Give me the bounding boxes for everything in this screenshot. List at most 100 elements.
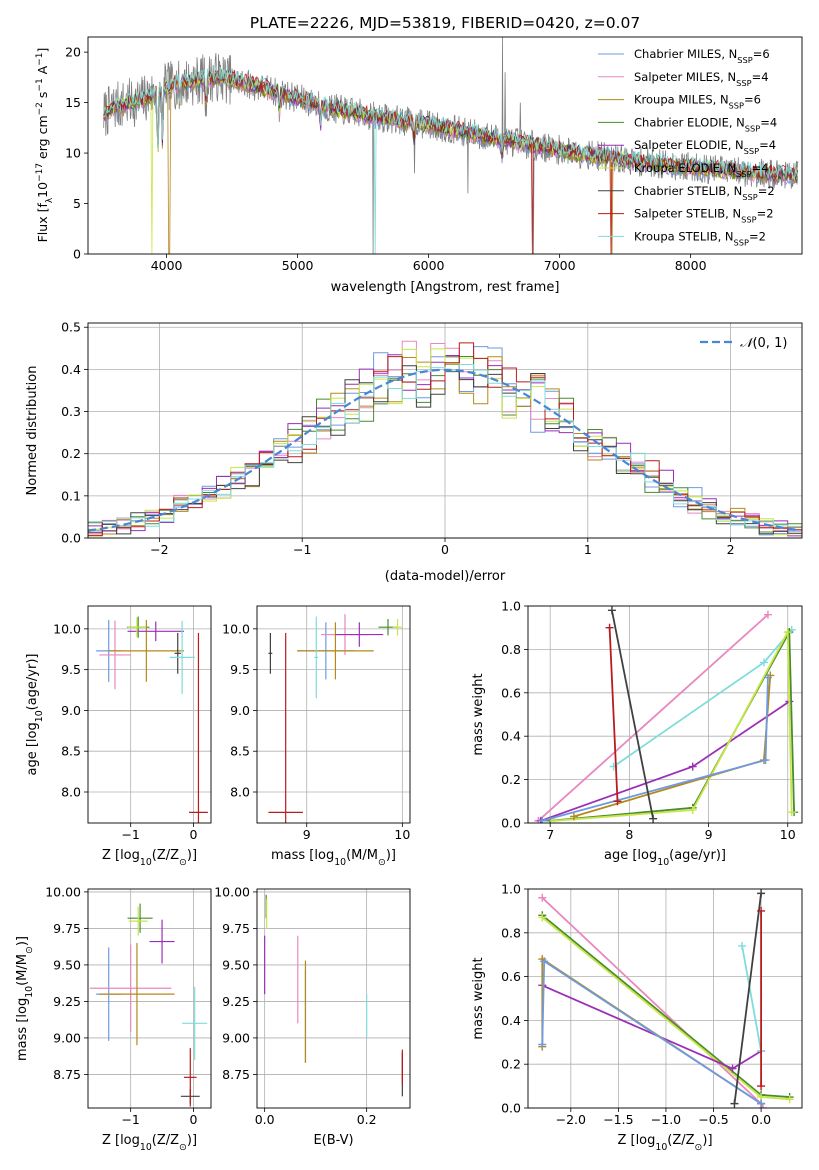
y-axis-label-part: 10 (35, 182, 50, 198)
errorbar-point-8 (182, 986, 208, 1060)
errorbar-point-4 (149, 919, 175, 964)
x-axis-label-part: (age/yr)] (669, 848, 726, 863)
y-tick-label: 0.5 (61, 320, 81, 335)
y-tick-label: 10.0 (53, 621, 81, 636)
y-axis-label-part: ⊙ (24, 946, 35, 954)
y-tick-label: 0.0 (61, 531, 81, 546)
y-tick-label: 0.4 (501, 729, 521, 744)
errorbar-point-5 (128, 906, 148, 936)
x-tick-label: 8000 (675, 258, 707, 273)
y-axis-label-part: 10 (34, 710, 45, 722)
weight-marker (757, 1099, 766, 1108)
errorbar-point-4 (127, 621, 185, 642)
x-axis-label-part: (Z/Z (152, 848, 179, 863)
y-tick-label: 0 (73, 247, 81, 262)
y-tick-label: 0.2 (61, 446, 81, 461)
weight-marker (688, 762, 697, 771)
errorbar-point-5 (392, 619, 403, 636)
x-axis-label-part: ⊙ (179, 1142, 187, 1153)
weight-series-7 (730, 889, 766, 1108)
errorbar-point-2 (99, 943, 175, 1046)
x-axis-label-part: Z [log (102, 848, 140, 863)
x-axis-label: (data-model)/error (385, 569, 506, 584)
plot-area (534, 606, 799, 823)
legend-label: Chabrier MILES, N (634, 47, 737, 61)
x-tick-label: −0.5 (698, 1112, 728, 1127)
weight-marker (738, 941, 747, 950)
legend-sub: SSP (742, 192, 757, 202)
y-tick-label: 0.4 (501, 1013, 521, 1028)
weight-marker (605, 623, 614, 632)
legend-sub: SSP (741, 215, 756, 225)
axes-frame: −1 08.08.59.09.510.0Z [log10(Z/Z⊙)]age [l… (25, 605, 212, 868)
y-axis-label-part: )] (15, 936, 30, 946)
panel-mass-vs-ebv: 0.0 0.2 8.75 9.00 9.25 9.50 9.75 10.00 E(B-V) (214, 884, 411, 1148)
weight-line (608, 627, 619, 802)
x-axis-label-part: (M/M (346, 848, 378, 863)
errorbar-point-4 (335, 622, 384, 647)
legend-entry: Chabrier ELODIE, NSSP=4 (634, 115, 777, 133)
x-tick-label: 2 (727, 542, 735, 557)
grid (257, 889, 410, 1108)
y-tick-label: 0.0 (501, 1101, 521, 1116)
y-tick-label: 9.75 (53, 921, 81, 936)
axes-border (256, 605, 411, 824)
legend-entry: Kroupa ELODIE, NSSP=4 (634, 161, 769, 179)
y-axis-label-part: age [log (25, 722, 40, 775)
y-tick-label: 0.2 (501, 772, 521, 787)
errorbar-point-7 (189, 632, 208, 823)
x-tick-label: 10 (394, 827, 410, 842)
weight-series-6 (538, 673, 772, 823)
y-tick-label: 9.5 (230, 662, 250, 677)
weight-marker (613, 797, 622, 806)
weight-marker (759, 658, 768, 667)
legend-entry: Chabrier MILES, NSSP=6 (634, 47, 770, 65)
legend-sub: SSP (734, 237, 749, 247)
grid (257, 606, 410, 823)
weight-marker (787, 808, 796, 817)
x-axis-label-part: mass [log (271, 848, 334, 863)
x-tick-label: 0 (189, 827, 197, 842)
x-tick-label: 6000 (413, 258, 445, 273)
legend-entry: Salpeter MILES, NSSP=4 (634, 70, 769, 88)
x-axis-label: Z [log10(Z/Z⊙)] (102, 848, 197, 868)
legend-entry: 𝒩(0, 1) (740, 336, 787, 351)
x-tick-label: 0.0 (751, 1112, 771, 1127)
y-axis-label-part: −1 (35, 53, 45, 66)
axes-frame: 4000 5000 6000 7000 8000 0 5 10 15 20 Chabrier MIL… (35, 36, 803, 295)
x-tick-label: 5000 (282, 258, 314, 273)
x-tick-label: 0.2 (357, 1112, 377, 1127)
axes-frame: −2 −1 0 1 2 0.0 0.1 0.2 0.3 0.4 0.5 𝒩(0, 1) (data-mo… (25, 320, 803, 584)
y-tick-label: 8.0 (61, 785, 81, 800)
x-tick-label: 0.0 (255, 1112, 275, 1127)
x-tick-label: 4000 (151, 258, 183, 273)
weight-series-7 (607, 606, 658, 823)
legend: 𝒩(0, 1) (700, 336, 787, 351)
x-axis-label-part: 10 (334, 857, 346, 868)
x-tick-label: 9 (303, 827, 311, 842)
plot-area (264, 894, 403, 1097)
weight-series-0 (538, 893, 767, 1108)
x-axis-label: age [log10(age/yr)] (604, 848, 726, 868)
y-axis-label-part: 10 (24, 986, 35, 998)
x-tick-label: 1 (584, 542, 592, 557)
legend-sub: SSP (736, 78, 751, 88)
y-tick-label: 0.3 (61, 404, 81, 419)
weight-line (611, 610, 654, 819)
plot-area (268, 614, 403, 823)
weight-marker (569, 812, 578, 821)
legend-label: Chabrier ELODIE, N (634, 115, 745, 129)
x-axis-label-part: (Z/Z (667, 1133, 694, 1148)
axes-border (527, 888, 803, 1109)
legend: Chabrier MILES, NSSP=6 Salpeter MILES, NS… (598, 47, 777, 247)
y-tick-label: 0.8 (501, 925, 521, 940)
x-axis-label: wavelength [Angstrom, rest frame] (331, 280, 560, 295)
x-tick-label: −1 (293, 542, 311, 557)
panel-residuals: −2 −1 0 1 2 0.0 0.1 0.2 0.3 0.4 0.5 𝒩(0, 1) (data-mo… (25, 320, 803, 584)
legend-label: Kroupa ELODIE, N (634, 161, 736, 175)
x-tick-label: 7 (546, 827, 554, 842)
x-axis-label-part: ⊙ (179, 857, 187, 868)
